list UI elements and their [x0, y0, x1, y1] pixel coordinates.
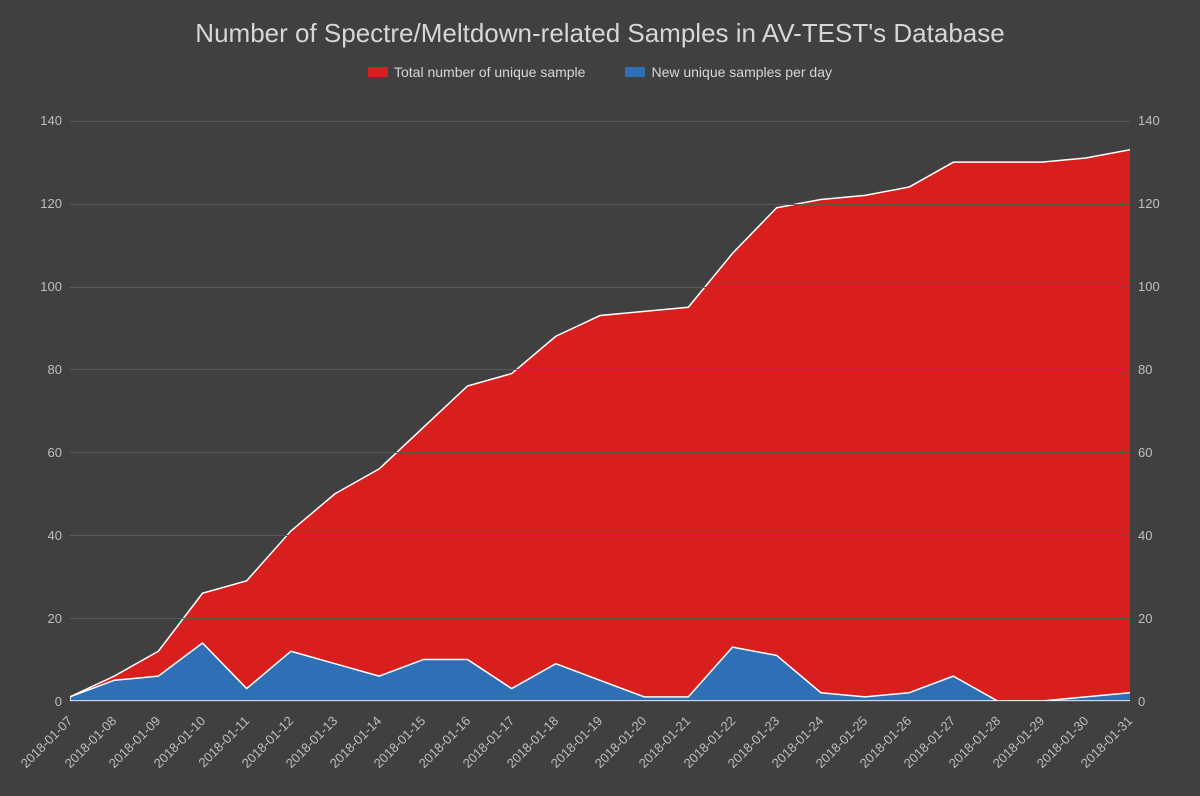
- y-axis-tick-label: 140: [22, 113, 62, 128]
- grid-line: [70, 618, 1130, 619]
- x-axis-tick-label: 2018-01-26: [833, 713, 914, 794]
- legend-item-total: Total number of unique sample: [368, 64, 585, 80]
- grid-line: [70, 287, 1130, 288]
- chart-svg: [70, 100, 1130, 701]
- y-axis-tick-label: 120: [22, 196, 62, 211]
- plot-area: [70, 100, 1130, 701]
- grid-line: [70, 701, 1130, 702]
- legend-label-new: New unique samples per day: [651, 64, 832, 80]
- x-axis-tick-label: 2018-01-13: [259, 713, 340, 794]
- x-axis-tick-label: 2018-01-29: [966, 713, 1047, 794]
- x-axis-tick-label: 2018-01-30: [1010, 713, 1091, 794]
- y2-axis-tick-label: 40: [1138, 528, 1178, 543]
- grid-line: [70, 369, 1130, 370]
- x-axis-tick-label: 2018-01-09: [82, 713, 163, 794]
- x-axis-tick-label: 2018-01-20: [568, 713, 649, 794]
- x-axis-tick-label: 2018-01-23: [701, 713, 782, 794]
- x-axis-tick-label: 2018-01-14: [303, 713, 384, 794]
- x-axis-tick-label: 2018-01-31: [1054, 713, 1135, 794]
- x-axis-tick-label: 2018-01-11: [171, 713, 252, 794]
- y2-axis-tick-label: 0: [1138, 694, 1178, 709]
- y2-axis-tick-label: 60: [1138, 445, 1178, 460]
- legend-swatch-total: [368, 67, 388, 77]
- legend-swatch-new: [625, 67, 645, 77]
- grid-line: [70, 121, 1130, 122]
- legend-item-new: New unique samples per day: [625, 64, 832, 80]
- y2-axis-tick-label: 100: [1138, 279, 1178, 294]
- area-chart: Number of Spectre/Meltdown-related Sampl…: [0, 0, 1200, 796]
- x-axis-tick-label: 2018-01-17: [436, 713, 517, 794]
- x-axis-tick-label: 2018-01-08: [38, 713, 119, 794]
- grid-line: [70, 204, 1130, 205]
- y-axis-tick-label: 60: [22, 445, 62, 460]
- y2-axis-tick-label: 80: [1138, 362, 1178, 377]
- y-axis-tick-label: 20: [22, 611, 62, 626]
- x-axis-tick-label: 2018-01-15: [347, 713, 428, 794]
- x-axis-tick-label: 2018-01-27: [877, 713, 958, 794]
- y-axis-tick-label: 40: [22, 528, 62, 543]
- x-axis-tick-label: 2018-01-24: [745, 713, 826, 794]
- y2-axis-tick-label: 20: [1138, 611, 1178, 626]
- y2-axis-tick-label: 140: [1138, 113, 1178, 128]
- x-axis-tick-label: 2018-01-21: [612, 713, 693, 794]
- area-series-total: [70, 129, 1130, 701]
- x-axis-tick-label: 2018-01-18: [480, 713, 561, 794]
- grid-line: [70, 535, 1130, 536]
- chart-title: Number of Spectre/Meltdown-related Sampl…: [0, 18, 1200, 49]
- grid-line: [70, 452, 1130, 453]
- x-axis-tick-label: 2018-01-12: [215, 713, 296, 794]
- y2-axis-tick-label: 120: [1138, 196, 1178, 211]
- x-axis-tick-label: 2018-01-19: [524, 713, 605, 794]
- y-axis-tick-label: 100: [22, 279, 62, 294]
- legend-label-total: Total number of unique sample: [394, 64, 585, 80]
- y-axis-tick-label: 0: [22, 694, 62, 709]
- y-axis-tick-label: 80: [22, 362, 62, 377]
- x-axis-tick-label: 2018-01-25: [789, 713, 870, 794]
- chart-legend: Total number of unique sample New unique…: [0, 64, 1200, 80]
